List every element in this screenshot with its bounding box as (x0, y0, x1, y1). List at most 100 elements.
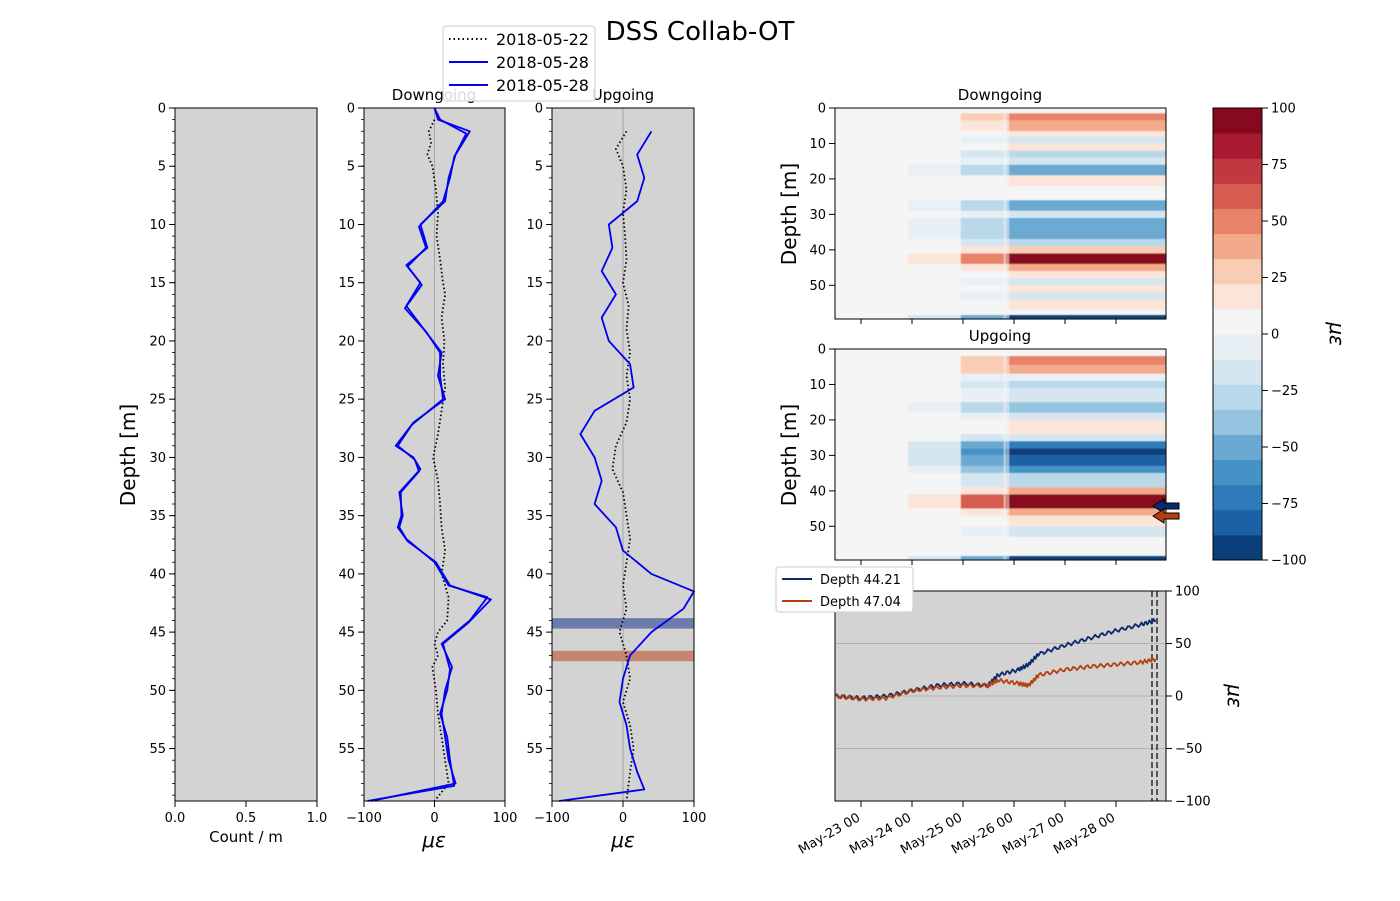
down-heatmap-cell (960, 292, 1008, 300)
down-heatmap-cell (1007, 164, 1166, 176)
down-heatmap-cell (1007, 217, 1166, 229)
up-profile-y-tick-label: 5 (535, 160, 543, 175)
down-profile-x-tick-label: 100 (493, 811, 518, 826)
count-x-tick-label: 0.5 (236, 811, 257, 826)
down-heatmap-cell (1007, 175, 1166, 187)
up-heatmap-cell (1007, 441, 1166, 449)
up-heatmap-cell (1007, 402, 1166, 413)
down-heatmap-cell (960, 186, 1008, 201)
down-heatmap-frame (834, 107, 1167, 320)
colorbar-tick-label: 0 (1271, 328, 1279, 343)
down-profile-y-tick-label: 45 (338, 626, 355, 641)
colorbar: 100 75 50 25 0 −25 −50 −75 −100 με (1212, 102, 1349, 569)
down-heatmap-cell (960, 271, 1008, 279)
count-y-tick-label: 0 (158, 102, 166, 117)
up-profile-x-tick-label: −100 (534, 811, 570, 826)
down-profile-lines (367, 107, 492, 802)
timeseries-y-tick-label: 100 (1175, 585, 1200, 600)
down-heatmap-cell (960, 157, 1008, 165)
up-heatmap-cell (1007, 526, 1166, 537)
timeseries-y-tick-label: 0 (1175, 690, 1183, 705)
up-profile-y-tick-label: 15 (526, 276, 543, 291)
down-profile-y-tick-label: 40 (338, 567, 355, 582)
up-heatmap-cell (1007, 455, 1166, 467)
down-profile-xlabel: με (421, 828, 446, 852)
up-heatmap-cell (1007, 536, 1166, 552)
colorbar-level (1213, 509, 1262, 536)
up-heatmap-cell (1007, 473, 1166, 488)
colorbar-tick-label: 50 (1271, 215, 1288, 230)
up-heatmap-cell (960, 388, 1008, 396)
colorbar-level (1213, 334, 1262, 360)
down-heatmap-cell (1007, 228, 1166, 240)
top-legend-label-2: 2018-05-28 (496, 76, 589, 95)
up-heatmap-cell (907, 466, 961, 474)
up-heatmap-streak (1007, 349, 1010, 560)
colorbar-level (1213, 283, 1262, 310)
up-heatmap-cell (960, 395, 1008, 403)
figure-title: DSS Collab-OT (606, 17, 795, 47)
up-profile-yticks: 0 5 10 15 20 25 30 35 40 45 50 55 (526, 102, 552, 796)
up-heatmap-cell (907, 455, 961, 467)
down-heatmap-xticks (860, 319, 1117, 324)
up-heatmap-title: Upgoing (969, 327, 1031, 345)
count-x-tick-label: 1.0 (307, 811, 328, 826)
top-legend: 2018-05-22 2018-05-28 2018-05-28 (442, 25, 596, 102)
down-profile-y-tick-label: 5 (347, 160, 355, 175)
up-heatmap-cell (960, 412, 1008, 420)
count-axes-bg (174, 107, 318, 802)
down-heatmap-y-tick-label: 0 (818, 102, 826, 117)
up-heatmap-y-tick-label: 40 (809, 484, 826, 499)
up-heatmap-cell (1007, 373, 1166, 381)
down-heatmap-cell (960, 175, 1008, 187)
down-heatmap-cell (960, 210, 1008, 218)
up-heatmap-cell (1007, 448, 1166, 456)
colorbar-level (1213, 158, 1262, 184)
up-profile-y-tick-label: 0 (535, 102, 543, 117)
up-heatmap-cell (1007, 508, 1166, 516)
down-heatmap-cell (1007, 120, 1166, 132)
up-heatmap-cell (960, 402, 1008, 413)
up-heatmap-cell (1007, 487, 1166, 495)
down-profile-y-tick-label: 10 (338, 218, 355, 233)
timeseries-legend: Depth 44.21 Depth 47.04 (775, 566, 914, 613)
colorbar-level (1213, 434, 1262, 461)
down-heatmap-cell (1007, 210, 1166, 218)
down-profile-y-tick-label: 50 (338, 684, 355, 699)
up-heatmap-cell (907, 402, 961, 413)
down-heatmap-cell (1007, 271, 1166, 279)
timeseries-ylabel: με (1223, 683, 1247, 708)
down-heatmap-cell (960, 120, 1008, 132)
down-heatmap-cell (907, 217, 961, 229)
down-heatmap-cell (1007, 157, 1166, 165)
up-heatmap-cell (907, 441, 961, 449)
up-heatmap-cell (907, 356, 961, 365)
colorbar-tick-label: −100 (1271, 554, 1307, 569)
top-legend-label-0: 2018-05-22 (496, 30, 589, 49)
up-profile-y-tick-label: 50 (526, 684, 543, 699)
up-profile-title: Upgoing (592, 86, 654, 104)
down-profile-x-tick-label: −100 (346, 811, 382, 826)
colorbar-ticks: 100 75 50 25 0 −25 −50 −75 −100 (1262, 102, 1307, 569)
down-profile-y-tick-label: 15 (338, 276, 355, 291)
up-profile-y-tick-label: 55 (526, 742, 543, 757)
down-heatmap-cell (960, 299, 1008, 311)
down-heatmap-cell (1007, 315, 1166, 319)
colorbar-level (1213, 108, 1262, 134)
down-profile-xticks: −100 0 100 (346, 801, 517, 826)
down-heatmap-cell (907, 315, 961, 319)
colorbar-tick-label: −50 (1271, 441, 1298, 456)
colorbar-level (1213, 384, 1262, 410)
down-heatmap-cell (960, 164, 1008, 176)
down-heatmap-cell (960, 239, 1008, 247)
colorbar-level (1213, 233, 1262, 260)
up-profile-series-1 (558, 130, 695, 802)
count-xticks: 0.0 0.5 1.0 (165, 801, 328, 826)
down-heatmap-cell (1007, 292, 1166, 300)
up-profile-y-tick-label: 40 (526, 567, 543, 582)
up-heatmap-y-tick-label: 10 (809, 378, 826, 393)
up-heatmap-cell (907, 556, 961, 560)
